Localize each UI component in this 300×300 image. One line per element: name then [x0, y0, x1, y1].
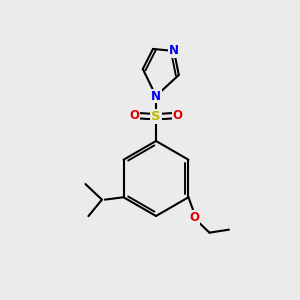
Text: O: O [189, 211, 199, 224]
Text: O: O [172, 109, 183, 122]
Text: N: N [169, 44, 179, 58]
Text: O: O [129, 109, 140, 122]
Text: N: N [151, 89, 161, 103]
Text: N: N [151, 89, 161, 103]
Text: S: S [151, 110, 161, 123]
